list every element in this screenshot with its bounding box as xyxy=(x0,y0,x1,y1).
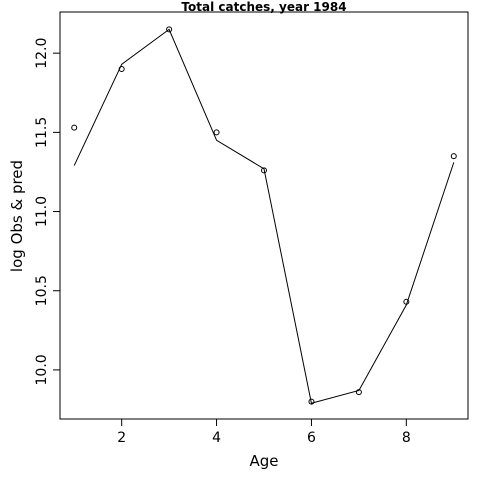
y-tick-label: 12.0 xyxy=(34,38,50,69)
y-tick-label: 11.0 xyxy=(34,196,50,227)
observed-point xyxy=(261,167,267,174)
x-tick-label: 8 xyxy=(402,430,411,446)
y-tick-label: 10.5 xyxy=(34,275,50,306)
y-tick-label: 10.0 xyxy=(34,354,50,385)
y-axis-label: log Obs & pred xyxy=(8,160,26,272)
y-tick-label: 11.5 xyxy=(34,117,50,148)
series-layer xyxy=(71,26,457,405)
x-axis: 2 4 6 8 xyxy=(117,418,411,446)
plot-frame xyxy=(59,11,469,420)
x-tick-label: 2 xyxy=(117,430,126,446)
x-tick-label: 4 xyxy=(212,430,221,446)
chart-title: Total catches, year 1984 xyxy=(181,0,346,14)
observed-point xyxy=(213,129,220,136)
observed-point xyxy=(166,26,173,33)
x-tick-label: 6 xyxy=(307,430,316,446)
observed-point xyxy=(308,398,315,405)
observed-point xyxy=(450,153,457,160)
observed-point xyxy=(71,124,78,131)
x-axis-label: Age xyxy=(249,452,278,470)
predicted-line xyxy=(73,28,455,404)
y-axis: 10.0 10.5 11.0 11.5 12.0 xyxy=(34,38,61,385)
